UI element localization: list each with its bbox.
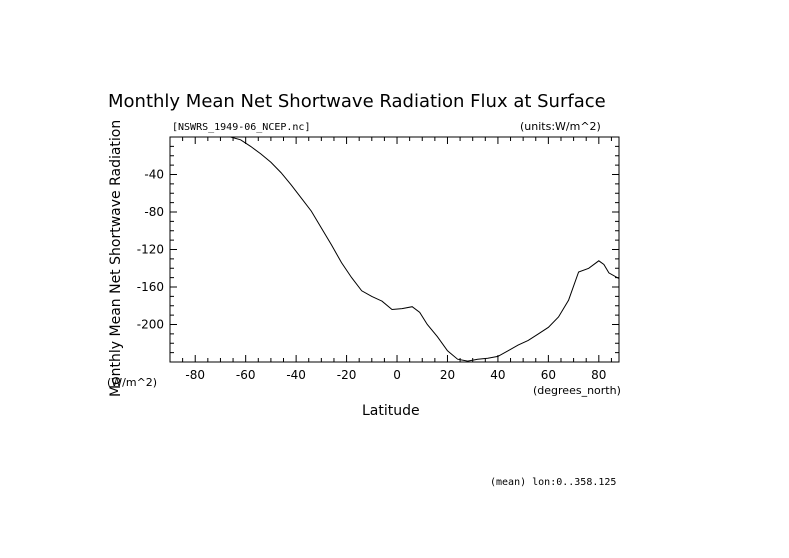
chart-title: Monthly Mean Net Shortwave Radiation Flu… <box>108 91 606 112</box>
y-tick-label: -160 <box>137 280 164 294</box>
ticks <box>170 137 619 362</box>
series-line <box>230 136 620 362</box>
file-label: [NSWRS_1949-06_NCEP.nc] <box>172 122 310 133</box>
footer-note: (mean) lon:0..358.125 <box>490 477 616 488</box>
x-tick-label: 60 <box>541 368 556 382</box>
units-label: (units:W/m^2) <box>520 120 601 133</box>
y-tick-label: -200 <box>137 318 164 332</box>
x-axis-label: Latitude <box>362 403 420 419</box>
x-tick-label: -40 <box>286 368 306 382</box>
x-tick-label: 40 <box>490 368 505 382</box>
x-tick-label: -60 <box>236 368 256 382</box>
x-tick-label: 80 <box>591 368 606 382</box>
x-axis-units: (degrees_north) <box>533 384 621 397</box>
plot-area: -80 -60 -40 -20 0 20 40 60 80-40-80-120-160-200 <box>137 136 620 383</box>
y-tick-label: -120 <box>137 243 164 257</box>
tick-labels: -80 -60 -40 -20 0 20 40 60 80-40-80-120-160-200 <box>137 168 607 383</box>
y-tick-label: -40 <box>144 168 164 182</box>
x-tick-label: -80 <box>185 368 205 382</box>
y-axis-label: Monthly Mean Net Shortwave Radiation <box>108 120 124 397</box>
y-tick-label: -80 <box>144 205 164 219</box>
x-tick-label: 20 <box>440 368 455 382</box>
x-tick-label: -20 <box>337 368 357 382</box>
plot-frame <box>169 136 620 363</box>
y-axis-units: (W/m^2) <box>107 376 157 389</box>
x-tick-label: 0 <box>393 368 401 382</box>
